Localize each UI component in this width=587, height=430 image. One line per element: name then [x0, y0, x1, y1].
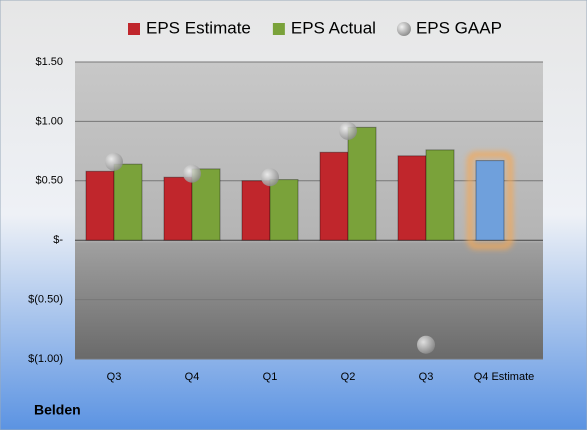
bar — [475, 160, 505, 241]
bar — [163, 176, 193, 241]
marker — [105, 152, 123, 171]
highlight-glow — [467, 151, 513, 250]
y-tick-label: $(0.50) — [28, 294, 63, 306]
bar — [347, 126, 377, 241]
bar — [241, 180, 271, 241]
bar — [269, 179, 299, 241]
bar — [319, 151, 349, 241]
bar — [113, 163, 143, 241]
y-tick-label: $1.50 — [35, 56, 63, 68]
marker — [417, 335, 435, 354]
x-tick-label: Q3 — [107, 371, 122, 383]
x-tick-label: Q2 — [341, 371, 356, 383]
marker — [261, 168, 279, 187]
marker — [183, 164, 201, 183]
x-tick-label: Q4 Estimate — [474, 371, 535, 383]
bar — [397, 155, 427, 241]
bar — [425, 149, 455, 241]
legend-label: EPS Estimate — [146, 18, 251, 37]
x-tick-label: Q4 — [185, 371, 200, 383]
plot-area — [75, 62, 543, 359]
footer: Belden — [34, 402, 81, 418]
x-tick-label: Q3 — [419, 371, 434, 383]
bar — [85, 170, 115, 241]
y-tick-label: $0.50 — [35, 175, 63, 187]
legend-label: EPS GAAP — [416, 18, 502, 37]
legend-label: EPS Actual — [291, 18, 376, 37]
marker — [339, 121, 357, 140]
y-tick-label: $- — [53, 234, 63, 246]
legend-marker — [272, 23, 285, 35]
x-tick-label: Q1 — [263, 371, 278, 383]
y-tick-label: $1.00 — [35, 115, 63, 127]
legend-marker — [128, 23, 140, 35]
legend-marker — [396, 22, 411, 36]
y-tick-label: $(1.00) — [28, 353, 63, 365]
